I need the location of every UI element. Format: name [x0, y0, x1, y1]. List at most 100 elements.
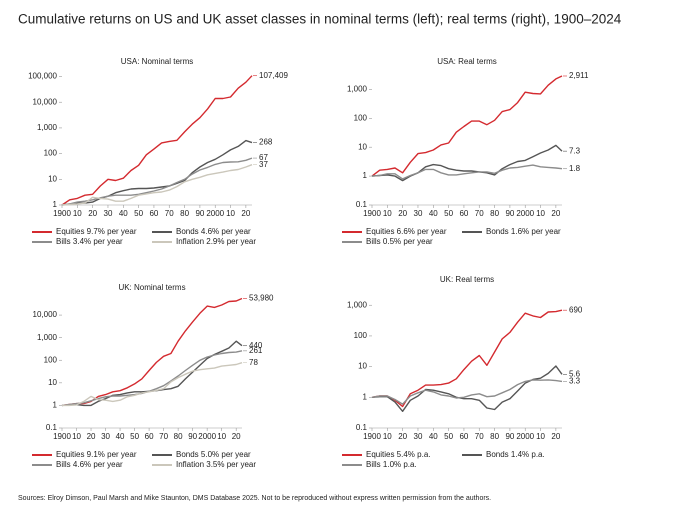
legend-label: Bonds 1.6% per year: [486, 227, 561, 236]
x-tick-label: 10: [383, 432, 392, 441]
legend-label: Bonds 1.4% p.a.: [486, 450, 545, 459]
legend-label: Bonds 4.6% per year: [176, 227, 251, 236]
series-line: [371, 164, 563, 180]
x-tick-label: 80: [490, 432, 499, 441]
y-tick-label: 1,000: [347, 85, 368, 94]
x-tick-label: 20: [551, 432, 560, 441]
x-tick-label: 10: [217, 432, 226, 441]
series-line: [61, 164, 253, 206]
series-line: [61, 75, 253, 206]
x-tick-label: 90: [195, 209, 204, 218]
x-tick-label: 40: [429, 432, 438, 441]
x-tick-label: 10: [383, 209, 392, 218]
y-tick-label: 0.1: [356, 200, 368, 209]
x-tick-label: 20: [398, 432, 407, 441]
panel-title: UK: Real terms: [440, 275, 494, 284]
y-tick-label: 1: [53, 401, 58, 410]
series-line: [371, 75, 563, 177]
x-tick-label: 90: [188, 432, 197, 441]
y-tick-label: 1: [53, 200, 58, 209]
y-tick-label: 1,000: [347, 300, 368, 309]
y-tick-label: 10: [48, 378, 57, 387]
end-label: 1.8: [569, 164, 581, 173]
legend-label: Bills 4.6% per year: [56, 460, 123, 469]
end-label: 7.3: [569, 146, 581, 155]
end-label: 440: [249, 341, 263, 350]
x-tick-label: 20: [551, 209, 560, 218]
x-tick-label: 50: [444, 432, 453, 441]
x-tick-label: 2000: [516, 209, 534, 218]
panel-title: USA: Real terms: [437, 57, 497, 66]
y-tick-label: 0.1: [356, 423, 368, 432]
legend-label: Bills 3.4% per year: [56, 237, 123, 246]
end-label: 690: [569, 305, 583, 314]
legend-label: Bills 1.0% p.a.: [366, 460, 417, 469]
y-tick-label: 10,000: [33, 310, 58, 319]
x-tick-label: 30: [104, 209, 113, 218]
end-label: 78: [249, 358, 258, 367]
x-tick-label: 10: [226, 209, 235, 218]
series-line: [61, 157, 253, 206]
series-line: [62, 362, 243, 407]
x-tick-label: 10: [536, 432, 545, 441]
y-tick-label: 1,000: [37, 333, 58, 342]
x-tick-label: 1900: [53, 432, 71, 441]
figure-title: Cumulative returns on US and UK asset cl…: [18, 12, 622, 27]
y-tick-label: 1: [363, 171, 368, 180]
x-tick-label: 20: [241, 209, 250, 218]
source-note: Sources: Elroy Dimson, Paul Marsh and Mi…: [18, 495, 491, 502]
y-tick-label: 100: [354, 113, 368, 122]
x-tick-label: 2000: [198, 432, 216, 441]
x-tick-label: 60: [149, 209, 158, 218]
end-label: 5.6: [569, 369, 581, 378]
y-tick-label: 100: [354, 331, 368, 340]
legend-label: Equities 9.7% per year: [56, 227, 137, 236]
x-tick-label: 1900: [53, 209, 71, 218]
x-tick-label: 1900: [363, 209, 381, 218]
x-tick-label: 20: [87, 432, 96, 441]
y-tick-label: 1: [363, 392, 368, 401]
y-tick-label: 10: [48, 174, 57, 183]
series-line: [371, 309, 563, 408]
series-line: [61, 350, 243, 407]
y-tick-label: 100,000: [28, 72, 57, 81]
legend-label: Bonds 5.0% per year: [176, 450, 251, 459]
end-label: 67: [259, 153, 268, 162]
x-tick-label: 40: [119, 209, 128, 218]
x-tick-label: 50: [130, 432, 139, 441]
x-tick-label: 60: [459, 209, 468, 218]
x-tick-label: 1900: [363, 432, 381, 441]
panel-title: UK: Nominal terms: [118, 283, 185, 292]
series-line: [61, 297, 243, 407]
y-tick-label: 10: [358, 142, 367, 151]
x-tick-label: 20: [232, 432, 241, 441]
series-line: [371, 379, 563, 405]
x-tick-label: 80: [490, 209, 499, 218]
x-tick-label: 20: [88, 209, 97, 218]
end-label: 3.3: [569, 377, 581, 386]
legend-label: Bills 0.5% per year: [366, 237, 433, 246]
x-tick-label: 70: [475, 432, 484, 441]
y-tick-label: 100: [44, 149, 58, 158]
y-tick-label: 1,000: [37, 123, 58, 132]
x-tick-label: 70: [165, 209, 174, 218]
x-tick-label: 10: [73, 209, 82, 218]
x-tick-label: 30: [101, 432, 110, 441]
end-label: 37: [259, 160, 268, 169]
x-tick-label: 20: [398, 209, 407, 218]
legend-label: Inflation 3.5% per year: [176, 460, 256, 469]
x-tick-label: 10: [536, 209, 545, 218]
end-label: 53,980: [249, 294, 274, 303]
x-tick-label: 50: [134, 209, 143, 218]
y-tick-label: 100: [44, 355, 58, 364]
x-tick-label: 2000: [516, 432, 534, 441]
x-tick-label: 50: [444, 209, 453, 218]
end-label: 107,409: [259, 71, 288, 80]
x-tick-label: 10: [72, 432, 81, 441]
y-tick-label: 10,000: [33, 97, 58, 106]
x-tick-label: 2000: [206, 209, 224, 218]
x-tick-label: 80: [180, 209, 189, 218]
panel-title: USA: Nominal terms: [121, 57, 193, 66]
x-tick-label: 30: [414, 432, 423, 441]
